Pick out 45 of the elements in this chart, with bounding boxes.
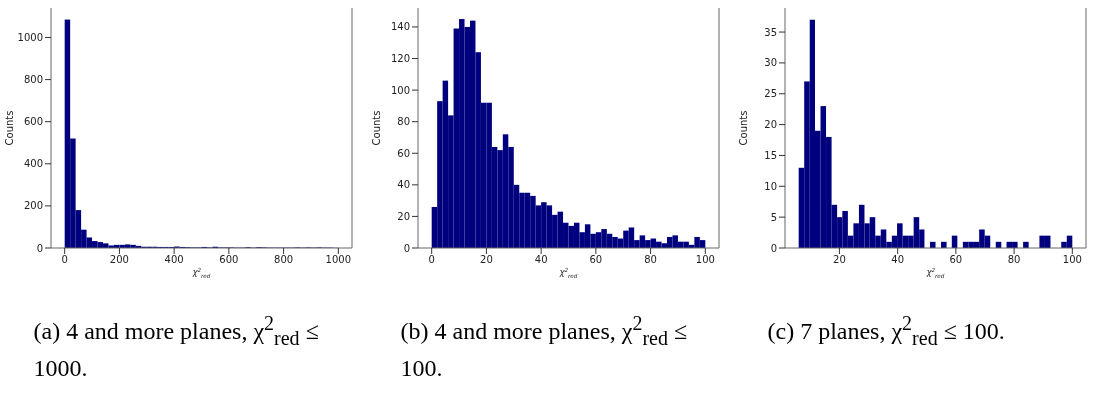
- x-tick-label: 80: [1007, 254, 1020, 266]
- y-axis-title: Counts: [3, 110, 15, 146]
- y-tick-label: 1000: [17, 32, 43, 44]
- x-tick-label: 800: [273, 254, 293, 266]
- y-tick-label: 0: [770, 242, 777, 254]
- y-tick-label: 15: [763, 150, 777, 162]
- y-tick-label: 0: [36, 242, 43, 254]
- x-tick-label: 20: [479, 254, 493, 266]
- y-tick-label: 400: [23, 158, 43, 170]
- y-tick-label: 5: [770, 211, 777, 223]
- y-tick-label: 80: [396, 116, 410, 128]
- x-tick-label: 60: [949, 254, 962, 266]
- x-tick-label: 100: [695, 254, 715, 266]
- x-tick-label: 40: [890, 254, 904, 266]
- y-tick-label: 100: [390, 84, 410, 96]
- y-tick-label: 0: [403, 242, 410, 254]
- x-tick-label: 80: [643, 254, 657, 266]
- x-tick-label: 60: [589, 254, 602, 266]
- x-tick-label: 40: [534, 254, 547, 266]
- y-axis-title: Counts: [737, 110, 749, 146]
- y-tick-label: 140: [390, 21, 410, 33]
- x-tick-label: 600: [218, 254, 238, 266]
- x-tick-label: 20: [832, 254, 846, 266]
- y-tick-label: 25: [763, 88, 777, 100]
- x-tick-label: 0: [427, 254, 435, 266]
- y-tick-label: 800: [23, 74, 43, 86]
- x-tick-label: 0: [60, 254, 68, 266]
- x-tick-label: 400: [164, 254, 184, 266]
- y-axis-title: Counts: [370, 110, 382, 146]
- y-tick-label: 30: [763, 57, 777, 69]
- y-tick-label: 60: [396, 147, 410, 159]
- text: (a) 4 and more planes, χ$^{2}$$_{red}$ ≤ 1000.: [33, 312, 319, 381]
- y-tick-label: 600: [23, 116, 43, 128]
- x-tick-label: 1000: [325, 254, 351, 266]
- x-tick-label: 200: [109, 254, 129, 266]
- y-tick-label: 35: [763, 26, 777, 38]
- x-tick-label: 100: [1062, 254, 1082, 266]
- text: (c) 7 planes, χ$^{2}$$_{red}$ ≤ 100.: [767, 311, 1006, 351]
- y-tick-label: 120: [390, 53, 410, 65]
- text: (b) 4 and more planes, χ$^{2}$$_{red}$ ≤ 100.: [400, 312, 688, 381]
- y-tick-label: 20: [763, 119, 777, 131]
- y-tick-label: 20: [396, 210, 410, 222]
- y-tick-label: 10: [763, 180, 777, 192]
- y-tick-label: 40: [396, 179, 410, 191]
- y-tick-label: 200: [23, 200, 43, 212]
